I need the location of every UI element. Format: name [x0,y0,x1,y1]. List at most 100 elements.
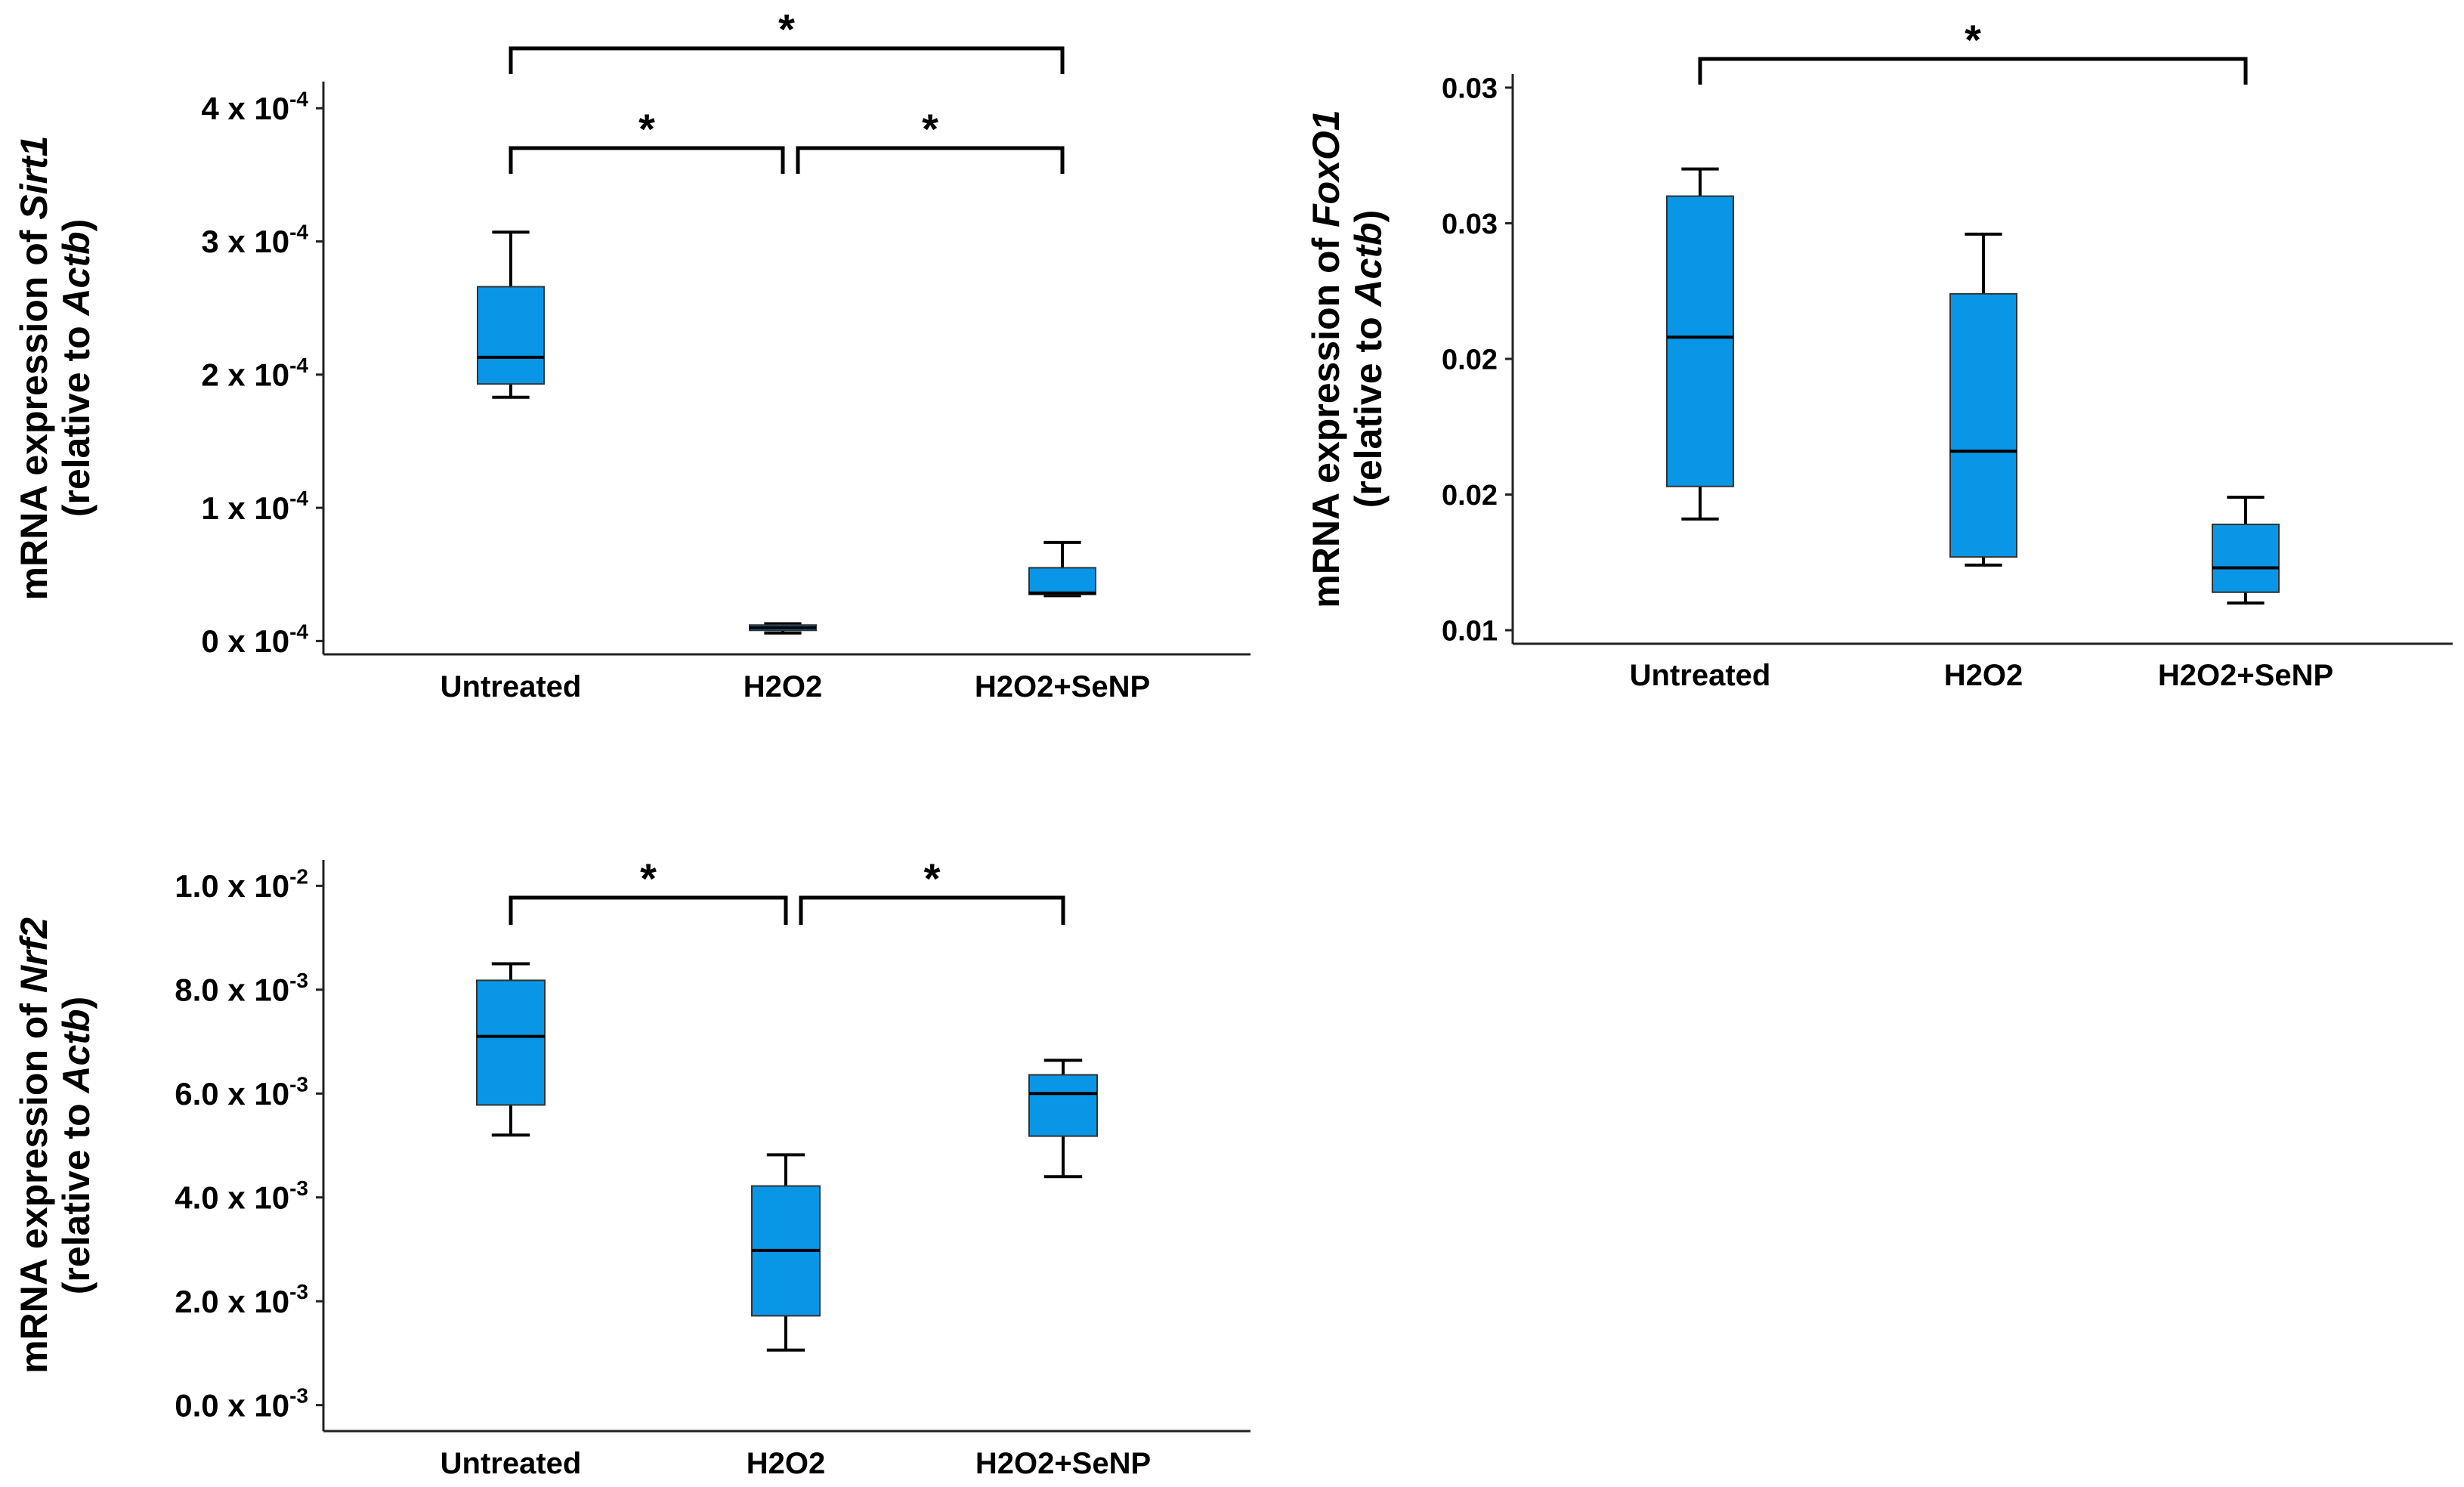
x-tick-label: H2O2 [1944,659,2023,692]
y-tick-exponent: -4 [289,487,308,510]
iqr-box [477,286,545,385]
y-tick-mantissa: 3 [201,224,218,259]
significance-star: * [640,855,657,902]
box-h2o2-senp [1028,540,1096,598]
y-tick-label: 2.0 x 10-3 [175,1280,308,1319]
y-axis-title-line1: mRNA expression of FoxO1 [1305,110,1347,607]
box-h2o2-senp [1028,1059,1098,1179]
y-tick-exponent: -3 [289,1176,308,1200]
significance-star: * [922,105,938,153]
y-tick-label: 0.02 [1442,480,1498,512]
y-axis-title-close: ) [1347,210,1390,223]
y-axis-title-line1: mRNA expression of Sirt1 [13,136,55,601]
y-tick-label: 4.0 x 10-3 [175,1176,308,1216]
significance-star: * [924,855,941,902]
significance-bracket: * [509,5,1065,74]
y-tick-mantissa: 0 [201,623,218,659]
significance-bracket: * [509,855,788,925]
y-tick-exponent: -4 [289,87,308,110]
y-tick-base: x 10 [219,1076,289,1111]
y-tick-base: x 10 [219,1179,289,1215]
y-tick-exponent: -3 [289,1072,308,1096]
significance-bracket: * [1698,16,2248,85]
x-tick-label: H2O2+SeNP [975,670,1150,703]
bracket-line [799,895,1065,925]
box-untreated [476,962,546,1137]
y-tick-label: 3 x 10-4 [201,221,308,260]
x-tick-label: Untreated [441,1447,582,1480]
iqr-box [1028,1074,1098,1137]
x-tick-label: H2O2 [747,1447,826,1480]
y-tick-exponent: -3 [289,1384,308,1408]
x-tick-label: H2O2+SeNP [2158,659,2333,692]
y-tick-base: x 10 [219,1284,289,1319]
bracket-line [509,895,788,925]
y-axis-title-prefix: mRNA expression of [13,993,55,1374]
y-axis-title-gene: Nrf2 [13,917,55,993]
iqr-box [1028,567,1096,595]
y-axis-title-line2: (relative to Actb) [55,219,97,518]
iqr-box [2212,524,2280,593]
y-tick-label: 8.0 x 10-3 [175,969,308,1008]
y-tick-mantissa: 1 [201,490,218,526]
y-axis-title-prefix: mRNA expression of [1305,227,1347,608]
iqr-box [1666,195,1734,487]
y-axis-title-relative: (relative to [55,1093,97,1295]
y-tick-base: x 10 [219,623,289,659]
y-axis-title-close: ) [55,997,97,1009]
significance-bracket: * [799,855,1065,925]
significance-bracket: * [509,105,785,174]
y-tick-mantissa: 4 [201,91,219,126]
y-tick-base: x 10 [219,490,289,526]
y-tick-exponent: -4 [289,221,308,244]
y-axis-title-close: ) [55,219,97,232]
y-tick-exponent: -4 [289,354,308,377]
y-tick-base: x 10 [219,1387,289,1423]
x-tick-label: Untreated [1630,659,1771,692]
x-tick-label: H2O2+SeNP [975,1447,1151,1480]
significance-star: * [1965,16,1981,63]
chart-panel-nrf2: 0.0 x 10-32.0 x 10-34.0 x 10-36.0 x 10-3… [13,855,1251,1480]
y-axis-title-reference: Actb [1347,222,1390,308]
y-tick-label: 6.0 x 10-3 [175,1072,308,1111]
chart-panel-foxo1: 0.01 0.02 0.02 0.03 0.03 Untreated H2O2 H2O2+Se… [1305,16,2453,692]
y-tick-mantissa: 0.0 [175,1387,218,1423]
y-tick-base: x 10 [219,972,289,1008]
y-tick-label: 0.03 [1442,209,1498,240]
y-axis-title-line1: mRNA expression of Nrf2 [13,917,55,1374]
y-tick-mantissa: 2 [201,357,218,393]
bracket-line [509,146,785,174]
y-tick-label: 2 x 10-4 [201,354,308,393]
significance-star: * [638,105,655,153]
y-tick-exponent: -4 [289,620,308,643]
y-tick-mantissa: 4.0 [175,1179,218,1215]
y-axis-title-line2: (relative to Actb) [1347,210,1390,509]
y-tick-mantissa: 6.0 [175,1076,218,1111]
y-tick-exponent: -3 [289,969,308,992]
box-untreated [1666,167,1734,521]
y-axis-title-gene: Sirt1 [13,136,55,220]
x-tick-label: Untreated [441,670,582,703]
y-tick-label: 1.0 x 10-2 [175,864,308,904]
y-tick-base: x 10 [219,357,289,393]
y-tick-base: x 10 [219,91,289,126]
box-untreated [477,230,545,399]
y-tick-base: x 10 [219,224,289,259]
box-h2o2 [751,1153,821,1352]
y-axis-title-reference: Actb [55,1009,97,1094]
y-axis-title-relative: (relative to [55,316,97,518]
y-tick-mantissa: 8.0 [175,972,218,1008]
iqr-box [1949,292,2017,558]
y-tick-exponent: -2 [289,864,308,888]
y-axis-title-relative: (relative to [1347,307,1390,509]
y-axis-title-line2: (relative to Actb) [55,997,97,1295]
bracket-line [509,46,1065,74]
box-h2o2 [749,622,817,635]
y-tick-label: 0.02 [1442,344,1498,376]
y-tick-mantissa: 2.0 [175,1284,218,1319]
significance-bracket: * [796,105,1065,174]
bracket-line [1698,57,2248,85]
y-tick-label: 0 x 10-4 [201,620,308,659]
y-tick-exponent: -3 [289,1280,308,1303]
